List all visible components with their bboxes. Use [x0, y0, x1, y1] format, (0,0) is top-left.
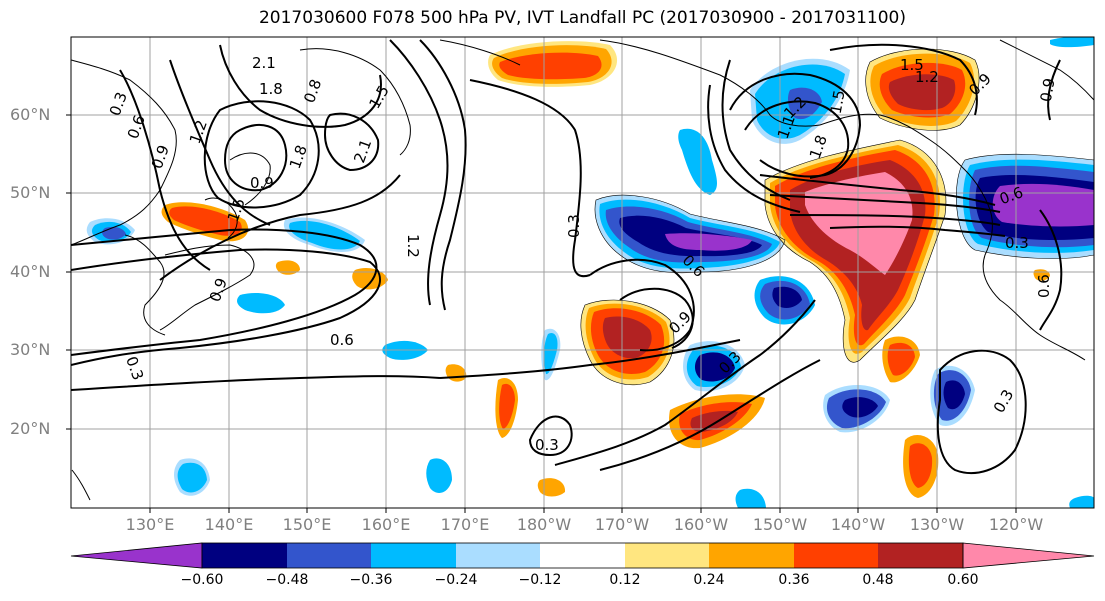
colorbar-tick-label: 0.12	[609, 572, 641, 588]
axis-ticks	[66, 114, 1017, 513]
colorbar-tick-label: 0.24	[693, 572, 725, 588]
lon-label: 170°E	[440, 515, 490, 534]
shading-outlines	[580, 48, 1094, 386]
contour-label: 2.1	[252, 54, 276, 72]
lon-label: 130°E	[125, 515, 175, 534]
contour-label: 0.3	[1005, 234, 1029, 252]
lat-label: 40°N	[10, 262, 51, 281]
lon-label: 140°E	[204, 515, 254, 534]
colorbar-tick-label: −0.48	[265, 572, 309, 588]
contour-label: 1.2	[915, 68, 939, 86]
contour-label: 0.9	[1037, 77, 1059, 104]
colorbar-segment	[287, 543, 371, 568]
colorbar-segment	[878, 543, 963, 568]
lon-label: 150°W	[752, 515, 808, 534]
lat-label: 20°N	[10, 419, 51, 438]
pv-contours	[71, 39, 1063, 475]
colorbar-segment	[371, 543, 456, 568]
contour-label: 0.9	[250, 174, 274, 192]
contour-label: 0.6	[330, 331, 354, 349]
colorbar	[70, 542, 1095, 569]
contour-label: 1.8	[259, 80, 283, 98]
colorbar-tick-label: −0.36	[349, 572, 393, 588]
lat-label: 60°N	[10, 105, 51, 124]
lon-label: 140°W	[830, 515, 886, 534]
lon-label: 150°E	[282, 515, 332, 534]
lon-label: 160°W	[673, 515, 729, 534]
contour-label: 1.2	[404, 234, 422, 258]
colorbar-segment	[202, 543, 287, 568]
lat-label: 50°N	[10, 183, 51, 202]
colorbar-tick-label: −0.12	[518, 572, 562, 588]
colorbar-tick-label: 0.60	[947, 572, 979, 588]
colorbar-segment	[709, 543, 794, 568]
contour-label: 1.5	[827, 89, 849, 116]
colorbar-segment	[70, 542, 203, 569]
colorbar-tick-label: −0.60	[180, 572, 224, 588]
lon-label: 180°W	[516, 515, 572, 534]
contour-label: 0.3	[565, 214, 583, 238]
lat-label: 30°N	[10, 340, 51, 359]
lon-label: 130°W	[909, 515, 965, 534]
contour-label: 1.5	[900, 56, 924, 74]
colorbar-segment	[456, 543, 540, 568]
colorbar-segment	[540, 543, 625, 568]
colorbar-segment	[794, 543, 878, 568]
map-title: 2017030600 F078 500 hPa PV, IVT Landfall…	[258, 8, 906, 28]
contour-label: 0.3	[535, 436, 559, 454]
lon-label: 160°E	[361, 515, 411, 534]
colorbar-tick-label: 0.36	[778, 572, 810, 588]
lon-label: 170°W	[594, 515, 650, 534]
lon-label: 120°W	[988, 515, 1044, 534]
colorbar-segment	[625, 543, 709, 568]
colorbar-tick-label: 0.48	[862, 572, 894, 588]
contour-label: 0.6	[1035, 274, 1053, 298]
colorbar-tick-label: −0.24	[434, 572, 478, 588]
colorbar-segment	[962, 542, 1095, 569]
